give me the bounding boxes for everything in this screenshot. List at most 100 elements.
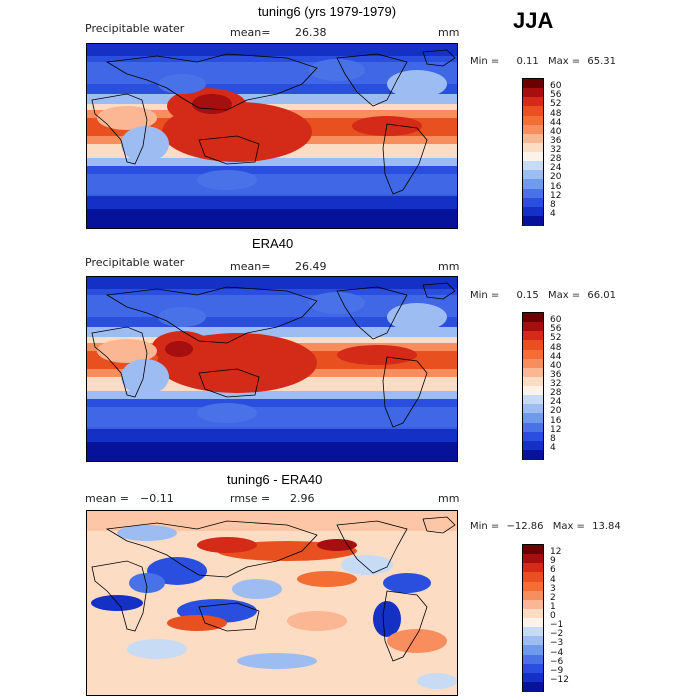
colorbar-tick-label: 8 bbox=[550, 433, 556, 444]
season-label: JJA bbox=[513, 8, 554, 33]
min-label: Min = bbox=[470, 56, 500, 67]
colorbar-swatch bbox=[523, 97, 543, 107]
colorbar-tick-label: 9 bbox=[550, 556, 556, 567]
colorbar-swatch bbox=[523, 79, 543, 89]
colorbar-swatch bbox=[523, 188, 543, 199]
colorbar-tick-label: 8 bbox=[550, 199, 556, 210]
mean-value: −0.11 bbox=[140, 492, 174, 505]
panel-title: tuning6 - ERA40 bbox=[227, 472, 323, 487]
colorbar-swatch bbox=[523, 627, 543, 637]
stats-line: Min = −12.86 Max = 13.84 bbox=[470, 521, 621, 532]
colorbar-swatch bbox=[523, 636, 543, 646]
colorbar-swatch bbox=[523, 313, 543, 323]
colorbar-tick-label: 12 bbox=[550, 190, 562, 201]
colorbar-tick-label: −6 bbox=[550, 656, 564, 667]
colorbar-tick-label: 40 bbox=[550, 126, 562, 137]
map-model bbox=[86, 43, 458, 229]
max-label: Max = bbox=[552, 521, 585, 532]
max-value: 66.01 bbox=[587, 290, 617, 301]
mean-label: mean = bbox=[85, 492, 129, 505]
colorbar-swatch bbox=[523, 215, 543, 226]
panel-title: tuning6 (yrs 1979-1979) bbox=[258, 4, 397, 19]
colorbar-swatch bbox=[523, 681, 543, 692]
colorbar-tick-label: 36 bbox=[550, 369, 562, 380]
colorbar-tick-label: 52 bbox=[550, 333, 562, 344]
colorbar-swatch bbox=[523, 663, 543, 674]
mean-label: mean= bbox=[230, 26, 271, 39]
colorbar-swatch bbox=[523, 545, 543, 555]
colorbar-swatch bbox=[523, 431, 543, 442]
colorbar-tick-label: 28 bbox=[550, 154, 562, 165]
rmse-label: rmse = bbox=[230, 492, 271, 505]
colorbar-swatch bbox=[523, 599, 543, 610]
map-canvas bbox=[87, 277, 457, 461]
colorbar-tick-label: −12 bbox=[550, 674, 569, 685]
colorbar-tick-label: 56 bbox=[550, 90, 562, 101]
colorbar-swatch bbox=[523, 179, 543, 189]
colorbar-tick-label: 1 bbox=[550, 601, 556, 612]
colorbar-swatch bbox=[523, 142, 543, 153]
mean-value: 26.38 bbox=[295, 26, 327, 39]
colorbar-swatch bbox=[523, 618, 543, 628]
colorbar-tick-label: 4 bbox=[550, 442, 556, 453]
colorbar-tick-label: 20 bbox=[550, 406, 562, 417]
colorbar-swatch bbox=[523, 645, 543, 655]
min-label: Min = bbox=[470, 521, 500, 532]
variable-label: Precipitable water bbox=[85, 22, 185, 35]
colorbar-swatch bbox=[523, 590, 543, 601]
colorbar-tick-label: 6 bbox=[550, 565, 556, 576]
colorbar-swatch bbox=[523, 404, 543, 414]
colorbar-swatch bbox=[523, 608, 543, 619]
colorbar-swatch bbox=[523, 206, 543, 217]
colorbar-tick-label: 24 bbox=[550, 163, 562, 174]
max-value: 65.31 bbox=[587, 56, 617, 67]
map-canvas bbox=[87, 44, 457, 228]
colorbar-tick-label: 44 bbox=[550, 351, 562, 362]
colorbar-swatch bbox=[523, 554, 543, 564]
colorbar-tick-label: 2 bbox=[550, 592, 556, 603]
colorbar-swatch bbox=[523, 440, 543, 451]
stats-line: Min = 0.11 Max = 65.31 bbox=[470, 56, 616, 67]
mean-label: mean= bbox=[230, 260, 271, 273]
colorbar-swatch bbox=[523, 88, 543, 98]
colorbar bbox=[522, 544, 544, 692]
colorbar-swatch bbox=[523, 422, 543, 433]
colorbar-swatch bbox=[523, 115, 543, 126]
units-label: mm bbox=[438, 26, 460, 39]
colorbar-swatch bbox=[523, 349, 543, 360]
colorbar-swatch bbox=[523, 413, 543, 423]
colorbar-tick-label: 56 bbox=[550, 324, 562, 335]
colorbar-tick-label: −4 bbox=[550, 647, 564, 658]
map-difference bbox=[86, 510, 458, 696]
colorbar-tick-label: 36 bbox=[550, 135, 562, 146]
colorbar-tick-label: 20 bbox=[550, 172, 562, 183]
colorbar-swatch bbox=[523, 367, 543, 378]
min-value: −12.86 bbox=[506, 521, 544, 532]
colorbar-tick-label: 28 bbox=[550, 388, 562, 399]
colorbar-swatch bbox=[523, 563, 543, 573]
colorbar-swatch bbox=[523, 322, 543, 332]
variable-label: Precipitable water bbox=[85, 256, 185, 269]
panel-title: ERA40 bbox=[252, 236, 294, 251]
colorbar-swatch bbox=[523, 449, 543, 460]
colorbar-tick-label: 40 bbox=[550, 360, 562, 371]
colorbar-tick-label: 44 bbox=[550, 117, 562, 128]
colorbar-tick-label: 60 bbox=[550, 81, 562, 92]
colorbar-swatch bbox=[523, 152, 543, 162]
colorbar-tick-label: 24 bbox=[550, 397, 562, 408]
stats-line: Min = 0.15 Max = 66.01 bbox=[470, 290, 616, 301]
colorbar-swatch bbox=[523, 572, 543, 582]
min-value: 0.11 bbox=[516, 56, 539, 67]
colorbar-tick-label: 32 bbox=[550, 145, 562, 155]
colorbar-swatch bbox=[523, 106, 543, 116]
colorbar-swatch bbox=[523, 331, 543, 341]
rmse-value: 2.96 bbox=[290, 492, 315, 505]
colorbar-swatch bbox=[523, 672, 543, 683]
colorbar bbox=[522, 78, 544, 226]
colorbar-tick-label: 32 bbox=[550, 379, 562, 389]
colorbar-tick-label: −9 bbox=[550, 665, 564, 676]
max-label: Max = bbox=[547, 56, 581, 67]
colorbar-swatch bbox=[523, 161, 543, 171]
colorbar-tick-label: 4 bbox=[550, 208, 556, 219]
colorbar-swatch bbox=[523, 170, 543, 180]
